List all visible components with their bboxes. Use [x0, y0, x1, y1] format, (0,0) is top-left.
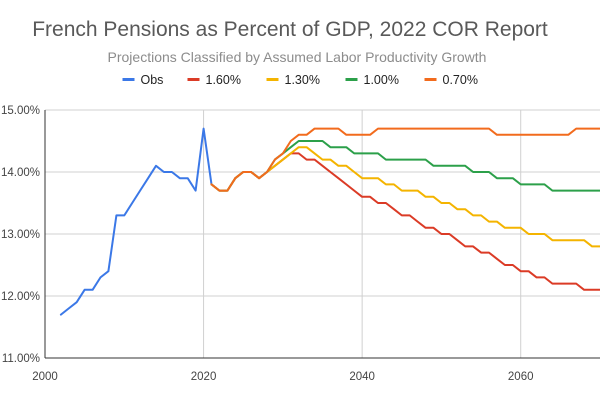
x-tick-label: 2020: [191, 371, 217, 383]
legend-label-4: 0.70%: [443, 73, 478, 87]
y-tick-label: 12.00%: [1, 291, 40, 303]
series-line-0: [59, 127, 213, 316]
legend-label-0: Obs: [141, 73, 164, 87]
chart-subtitle: Projections Classified by Assumed Labor …: [108, 49, 487, 65]
y-tick-label: 13.00%: [1, 229, 40, 241]
chart-title: French Pensions as Percent of GDP, 2022 …: [32, 18, 548, 41]
legend-label-1: 1.60%: [206, 73, 241, 87]
legend-swatch-4: [424, 78, 437, 81]
series-line-2: [210, 146, 600, 248]
x-tick-label: 2040: [349, 371, 375, 383]
x-tick-label: 2060: [508, 371, 534, 383]
legend-label-3: 1.00%: [364, 73, 399, 87]
y-tick-label: 14.00%: [1, 167, 40, 179]
chart-grid: [45, 109, 600, 359]
series-line-4: [210, 127, 600, 192]
chart-legend: Obs 1.60% 1.30% 1.00% 0.70%: [122, 73, 478, 87]
x-tick-label: 2000: [32, 371, 58, 383]
legend-label-2: 1.30%: [285, 73, 320, 87]
y-tick-label: 11.00%: [2, 353, 40, 365]
y-tick-label: 15.00%: [1, 105, 40, 117]
legend-swatch-1: [187, 78, 200, 81]
series-line-1: [210, 152, 600, 291]
x-axis: 2000 2020 2040 2060: [32, 357, 600, 383]
y-axis: 11.00% 12.00% 13.00% 14.00% 15.00%: [1, 105, 46, 365]
plot-area: [59, 127, 600, 316]
legend-swatch-0: [122, 78, 135, 81]
legend-swatch-3: [345, 78, 358, 81]
legend-swatch-2: [266, 78, 279, 81]
